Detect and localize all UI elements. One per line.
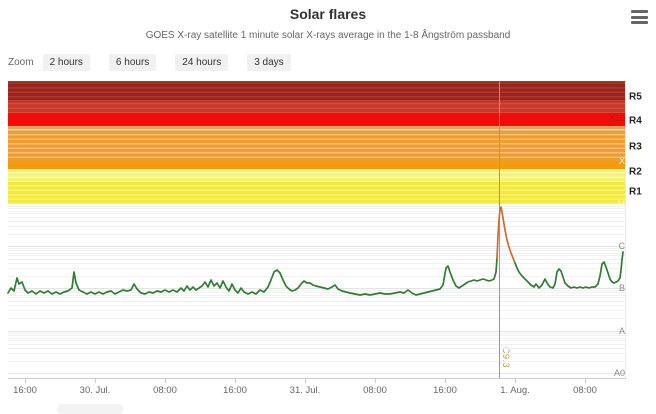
x-axis-tick xyxy=(585,378,586,383)
range-selector: Zoom 2 hours 6 hours 24 hours 3 days xyxy=(8,54,310,71)
minor-gridline xyxy=(8,220,625,222)
x-axis-tick-label: 16:00 xyxy=(433,385,457,396)
zoom-label: Zoom xyxy=(8,57,34,68)
decade-gridline xyxy=(8,331,625,332)
noaa-zone-label-r5: R5 xyxy=(629,91,642,103)
noaa-scale-band xyxy=(8,113,625,126)
noaa-scale-band xyxy=(8,81,625,84)
noaa-scale-band xyxy=(8,169,625,182)
minor-gridline xyxy=(8,337,625,339)
x-axis-line xyxy=(8,378,626,379)
noaa-zone-label-r1: R1 xyxy=(629,186,642,198)
minor-gridline xyxy=(8,205,625,207)
minor-gridline xyxy=(8,310,625,312)
minor-gridline xyxy=(8,353,625,355)
zoom-button-24-hours[interactable]: 24 hours xyxy=(175,54,229,71)
minor-gridline xyxy=(8,226,625,228)
noaa-zone-label-r2: R2 xyxy=(629,166,642,178)
x-axis-tick-label: 31. Jul. xyxy=(289,385,321,396)
minor-gridline xyxy=(8,252,625,254)
y-axis-label-x10: X10 xyxy=(608,113,625,123)
chart-subtitle: GOES X-ray satellite 1 minute solar X-ra… xyxy=(145,30,511,41)
minor-gridline xyxy=(8,247,625,249)
minor-gridline xyxy=(8,347,625,349)
partial-ui-fragment xyxy=(57,404,123,414)
x-axis-tick xyxy=(25,378,26,383)
chart-context-menu-button[interactable] xyxy=(631,10,648,24)
x-axis-tick xyxy=(305,378,306,383)
y-axis-label-m: M xyxy=(617,199,626,209)
y-axis-label-a: A xyxy=(618,326,625,336)
minor-gridline xyxy=(8,208,625,210)
decade-gridline xyxy=(8,246,625,247)
noaa-scale-band xyxy=(8,161,625,169)
x-axis-tick-label: 08:00 xyxy=(363,385,387,396)
minor-gridline xyxy=(8,210,625,212)
noaa-scale-band xyxy=(8,84,625,100)
y-axis-label-a0: A0 xyxy=(613,368,625,378)
minor-gridline xyxy=(8,213,625,215)
plot-right-border xyxy=(625,81,626,378)
zoom-button-3-days[interactable]: 3 days xyxy=(247,54,291,71)
noaa-zone-label-r4: R4 xyxy=(629,115,642,127)
x-axis-tick xyxy=(95,378,96,383)
minor-gridline xyxy=(8,317,625,319)
x-axis-tick-label: 08:00 xyxy=(573,385,597,396)
flare-class-label: C9.3 xyxy=(501,347,511,369)
noaa-scale-band xyxy=(8,131,625,161)
minor-gridline xyxy=(8,340,625,342)
x-axis-tick-label: 1. Aug. xyxy=(500,385,530,396)
plot-area[interactable] xyxy=(8,81,625,378)
x-axis-tick-label: 16:00 xyxy=(13,385,37,396)
y-axis-label-b: B xyxy=(618,283,625,293)
minor-gridline xyxy=(8,300,625,302)
x-axis-tick xyxy=(515,378,516,383)
minor-gridline xyxy=(8,304,625,306)
noaa-scale-band xyxy=(8,100,625,113)
hamburger-menu-icon xyxy=(631,10,648,13)
minor-gridline xyxy=(8,343,625,345)
noaa-scale-band xyxy=(8,182,625,204)
minor-gridline xyxy=(8,233,625,235)
decade-gridline xyxy=(8,373,625,374)
minor-gridline xyxy=(8,216,625,218)
zoom-button-6-hours[interactable]: 6 hours xyxy=(108,54,157,71)
x-axis-tick-label: 08:00 xyxy=(153,385,177,396)
noaa-zone-label-r3: R3 xyxy=(629,141,642,153)
minor-gridline xyxy=(8,360,625,362)
y-axis-label-c: C xyxy=(618,241,626,251)
hamburger-menu-icon xyxy=(631,21,648,24)
x-axis-tick-label: 30. Jul. xyxy=(79,385,111,396)
hamburger-menu-icon xyxy=(631,15,648,19)
minor-gridline xyxy=(8,250,625,252)
zoom-button-2-hours[interactable]: 2 hours xyxy=(42,54,90,71)
noaa-scale-band xyxy=(8,126,625,131)
x-axis-tick xyxy=(235,378,236,383)
minor-gridline xyxy=(8,255,625,257)
x-axis-tick xyxy=(375,378,376,383)
y-axis-label-x: X xyxy=(618,156,625,166)
minor-gridline xyxy=(8,335,625,337)
x-axis-tick-label: 16:00 xyxy=(223,385,247,396)
x-axis-tick xyxy=(165,378,166,383)
x-axis-tick xyxy=(445,378,446,383)
page-title: Solar flares xyxy=(289,6,367,22)
minor-gridline xyxy=(8,332,625,334)
minor-gridline xyxy=(8,297,625,299)
